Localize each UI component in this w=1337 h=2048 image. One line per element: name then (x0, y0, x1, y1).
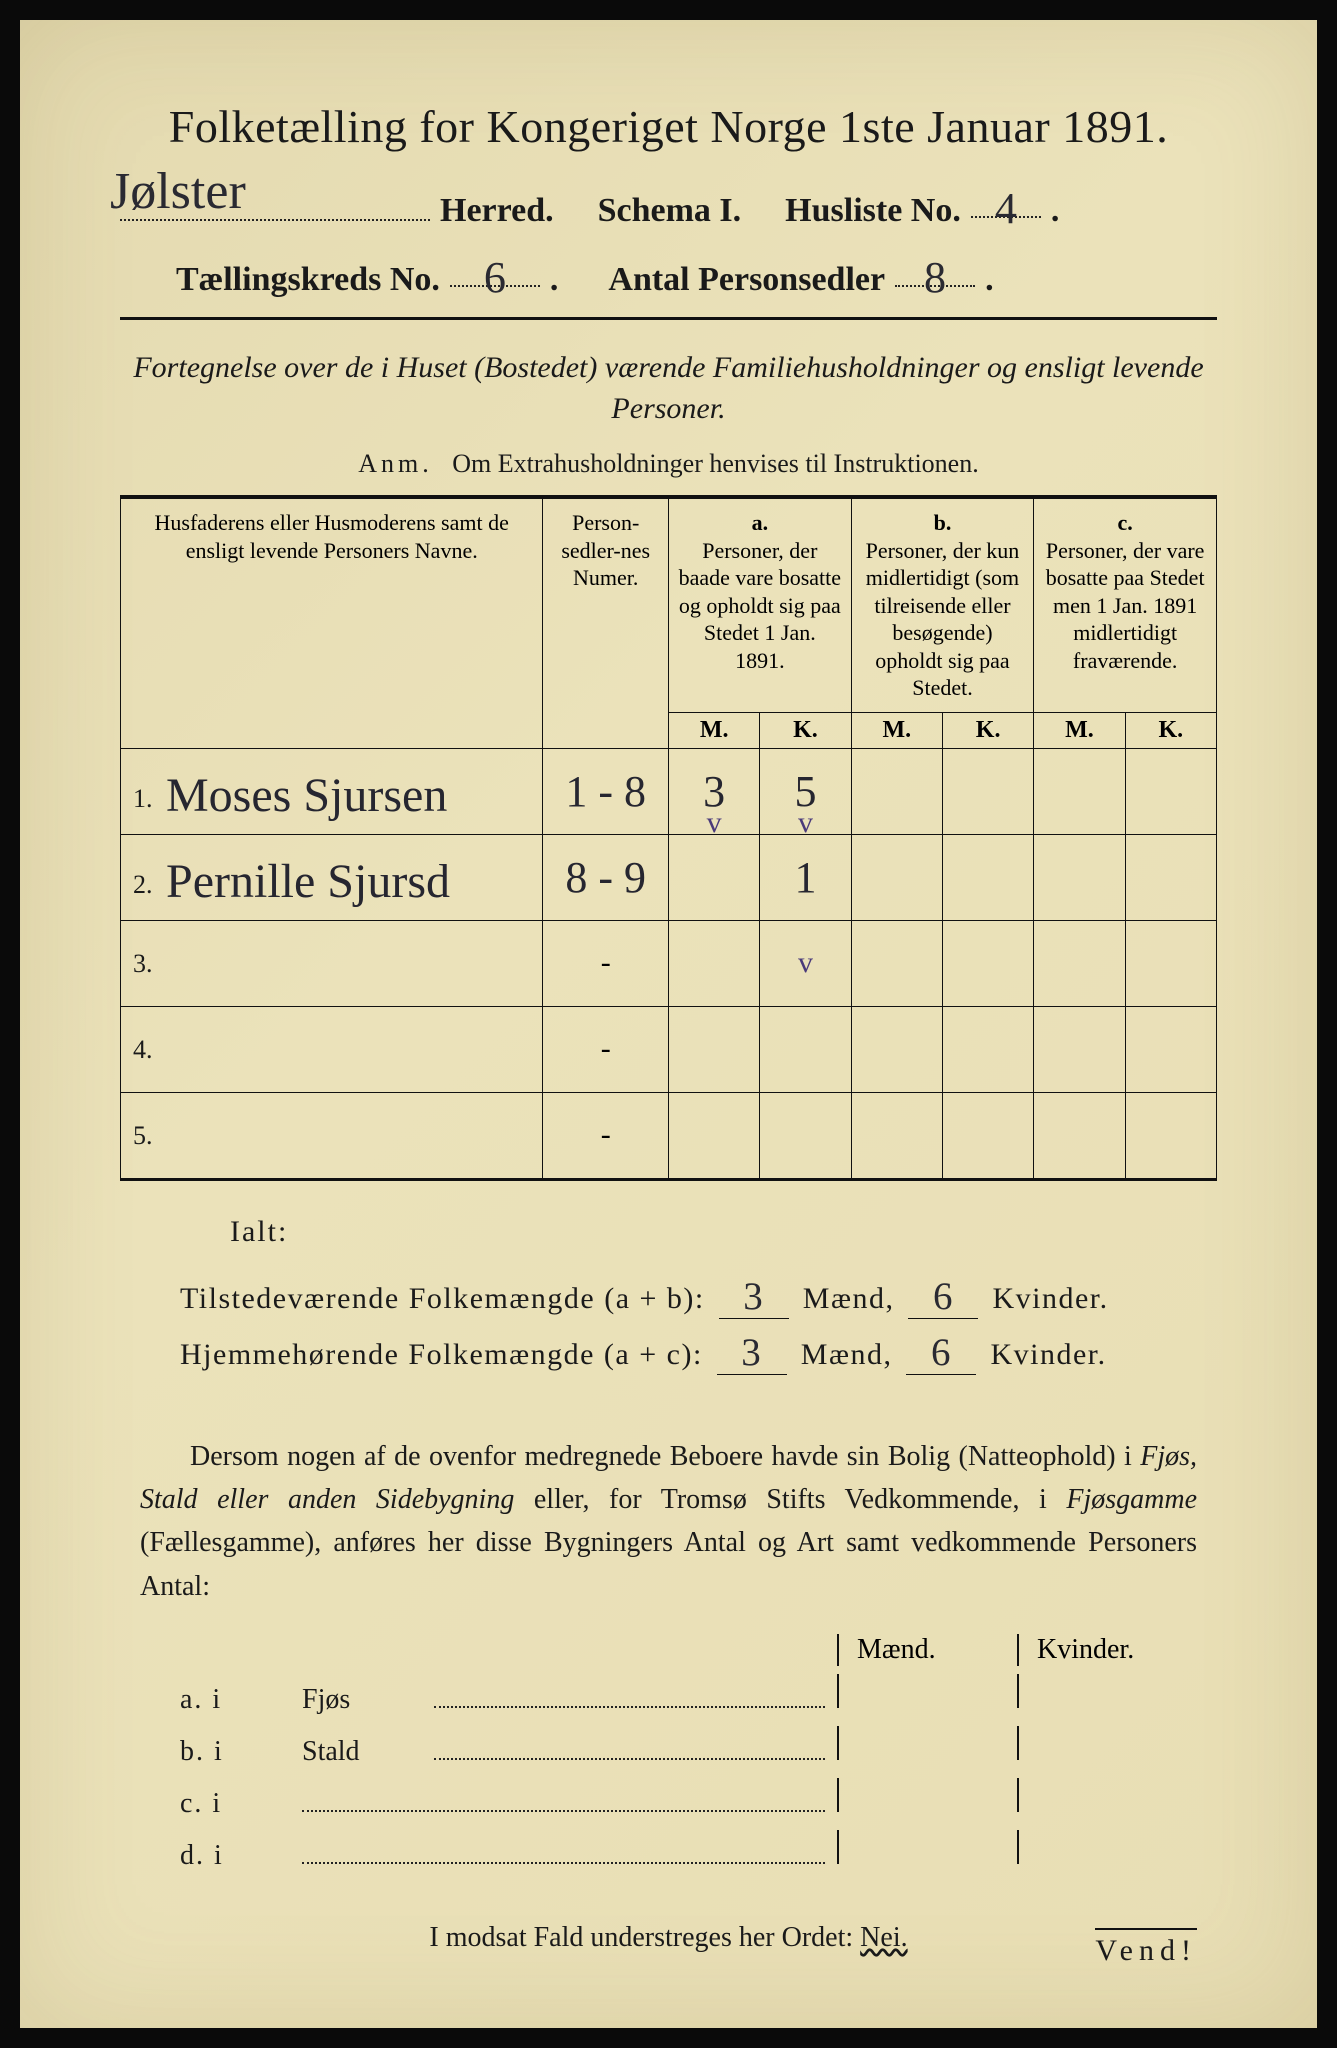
personsedler-value: 8 (924, 253, 946, 302)
kreds-value: 6 (484, 253, 506, 302)
person-name: Moses Sjursen (166, 769, 447, 822)
person-name: Pernille Sjursd (166, 855, 450, 908)
header-line-2: Tællingskreds No. 6 . Antal Personsedler… (120, 250, 1217, 299)
personsedler-label: Antal Personsedler (608, 261, 885, 299)
th-c: c. Personer, der vare bosatte paa Stedet… (1034, 499, 1217, 713)
husliste-value: 4 (995, 184, 1017, 233)
th-b-m: M. (851, 712, 942, 748)
th-name: Husfaderens eller Husmoderens samt de en… (121, 499, 543, 749)
kreds-field: 6 (450, 250, 540, 287)
vend-label: Vend! (1095, 1928, 1197, 1968)
total-present: Tilstedeværende Folkemængde (a + b): 3 M… (180, 1273, 1217, 1319)
nei-line: I modsat Fald understreges her Ordet: Ne… (120, 1922, 1217, 1954)
subtitle: Fortegnelse over de i Huset (Bostedet) v… (120, 348, 1217, 429)
buildings-header: Mænd. Kvinder. (180, 1634, 1197, 1666)
husliste-field: 4 (971, 181, 1041, 218)
herred-field: Jølster (120, 184, 430, 221)
divider (120, 317, 1217, 320)
building-row: a. i Fjøs (180, 1674, 1197, 1716)
personsedler-field: 8 (895, 250, 975, 287)
herred-label: Herred. (440, 192, 554, 230)
col-maend: Mænd. (837, 1634, 1017, 1666)
building-row: b. i Stald (180, 1726, 1197, 1768)
header-line-1: Jølster Herred. Schema I. Husliste No. 4… (120, 181, 1217, 230)
page-title: Folketælling for Kongeriget Norge 1ste J… (120, 100, 1217, 153)
buildings-paragraph: Dersom nogen af de ovenfor medregnede Be… (140, 1435, 1197, 1609)
kreds-label: Tællingskreds No. (176, 261, 440, 299)
herred-value: Jølster (110, 162, 246, 221)
th-a-m: M. (668, 712, 759, 748)
th-a-k: K. (760, 712, 851, 748)
building-row: c. i (180, 1778, 1197, 1820)
table-row: 1. Moses Sjursen 1 - 8 3 v 5 v (121, 748, 1217, 834)
annotation: Anm. Om Extrahusholdninger henvises til … (120, 449, 1217, 479)
th-a: a. Personer, der baade vare bosatte og o… (668, 499, 851, 713)
ialt-label: Ialt: (230, 1215, 1217, 1249)
table-row: 4. - (121, 1006, 1217, 1092)
th-b: b. Personer, der kun midlertidigt (som t… (851, 499, 1034, 713)
col-kvinder: Kvinder. (1017, 1634, 1197, 1666)
anm-text: Om Extrahusholdninger henvises til Instr… (452, 449, 978, 478)
table-row: 5. - (121, 1092, 1217, 1178)
th-c-m: M. (1034, 712, 1125, 748)
schema-label: Schema I. (598, 192, 742, 230)
anm-prefix: Anm. (358, 449, 433, 478)
table-row: 3. - v (121, 920, 1217, 1006)
th-numer: Person-sedler-nes Numer. (543, 499, 669, 749)
building-row: d. i (180, 1830, 1197, 1872)
husliste-label: Husliste No. (785, 192, 961, 230)
census-form-page: Folketælling for Kongeriget Norge 1ste J… (20, 20, 1317, 2028)
table-row: 2. Pernille Sjursd 8 - 9 1 (121, 834, 1217, 920)
census-table: Husfaderens eller Husmoderens samt de en… (120, 495, 1217, 1181)
buildings-table: a. i Fjøs b. i Stald c. i d. i (180, 1674, 1197, 1872)
th-c-k: K. (1125, 712, 1216, 748)
total-resident: Hjemmehørende Folkemængde (a + c): 3 Mæn… (180, 1329, 1217, 1375)
th-b-k: K. (942, 712, 1033, 748)
nei-word: Nei. (860, 1922, 907, 1953)
